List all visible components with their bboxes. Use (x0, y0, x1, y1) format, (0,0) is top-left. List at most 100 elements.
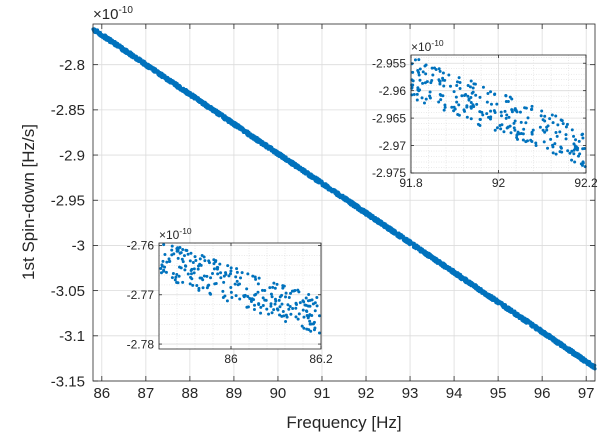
x-tick-label: 92 (358, 385, 375, 402)
data-point (295, 165, 299, 170)
data-point (575, 148, 579, 152)
data-point (529, 108, 533, 112)
data-point (486, 91, 490, 95)
data-point (234, 275, 238, 279)
data-point (420, 96, 424, 100)
data-point (437, 100, 441, 104)
data-point (275, 282, 279, 286)
data-point (190, 267, 194, 271)
data-point (163, 252, 167, 256)
data-point (456, 113, 460, 117)
data-point (411, 83, 415, 87)
x-tick-label: 86.2 (309, 352, 333, 366)
data-point (572, 350, 576, 355)
data-point (513, 108, 517, 112)
data-point (276, 308, 280, 312)
data-point (459, 277, 464, 281)
main-exponent-label: ×10-10 (93, 5, 133, 23)
data-point (534, 141, 538, 145)
data-point (438, 82, 442, 86)
data-point (297, 312, 301, 316)
data-point (505, 113, 509, 117)
data-point (304, 309, 308, 313)
data-point (128, 50, 133, 54)
data-point (424, 72, 428, 76)
data-point (265, 307, 269, 311)
data-point (368, 212, 373, 216)
data-point (246, 295, 250, 299)
data-point (425, 80, 429, 84)
x-tick-label: 91.8 (399, 176, 423, 190)
data-point (343, 195, 347, 199)
data-point (302, 315, 306, 319)
data-point (209, 276, 213, 280)
data-point (489, 117, 493, 121)
data-point (506, 100, 510, 104)
data-point (493, 128, 497, 132)
data-point (259, 311, 263, 315)
data-point (506, 125, 510, 129)
y-tick-label: -2.77 (127, 288, 155, 302)
data-point (280, 302, 284, 306)
data-point (272, 308, 276, 312)
data-point (441, 94, 445, 98)
data-point (452, 90, 456, 94)
data-point (230, 295, 234, 299)
data-point (541, 118, 545, 122)
data-point (239, 276, 243, 280)
data-point (455, 100, 459, 104)
data-point (443, 105, 447, 109)
data-point (521, 138, 525, 142)
data-point (263, 288, 267, 292)
data-point (189, 94, 193, 98)
data-point (219, 276, 223, 280)
data-point (545, 128, 549, 132)
data-point (441, 76, 445, 80)
data-point (458, 86, 462, 90)
data-point (435, 257, 439, 261)
data-point (289, 291, 293, 295)
data-point (286, 303, 290, 307)
data-point (149, 67, 153, 71)
data-point (388, 226, 392, 230)
data-point (317, 331, 321, 335)
data-point (554, 131, 558, 135)
data-point (509, 131, 513, 135)
data-point (471, 86, 475, 90)
data-point (403, 238, 407, 243)
data-point (421, 248, 425, 253)
data-point (229, 285, 233, 289)
data-point (188, 259, 192, 263)
data-point (207, 261, 211, 265)
data-point (549, 137, 553, 141)
data-point (298, 301, 302, 305)
data-point (308, 322, 312, 326)
data-point (181, 248, 185, 252)
data-point (119, 46, 124, 50)
data-point (163, 265, 167, 269)
data-point (135, 56, 140, 60)
main-axes-box (92, 23, 596, 382)
data-point (398, 232, 402, 237)
data-point (476, 122, 480, 126)
data-point (124, 47, 128, 52)
data-point (284, 320, 288, 324)
data-point (534, 143, 538, 147)
data-point (192, 271, 196, 275)
data-point (559, 146, 563, 150)
data-point (577, 139, 581, 143)
data-point (310, 298, 314, 302)
data-point (153, 68, 157, 72)
data-point (572, 148, 576, 152)
data-point (458, 81, 462, 85)
data-point (296, 317, 300, 321)
data-point (523, 317, 528, 321)
data-point (248, 297, 252, 301)
data-point (572, 134, 576, 138)
data-point (418, 78, 422, 82)
data-point (503, 307, 508, 311)
data-point (176, 256, 180, 260)
data-point (467, 280, 471, 284)
y-tick-label: -3.1 (59, 328, 85, 345)
data-point (203, 259, 207, 263)
